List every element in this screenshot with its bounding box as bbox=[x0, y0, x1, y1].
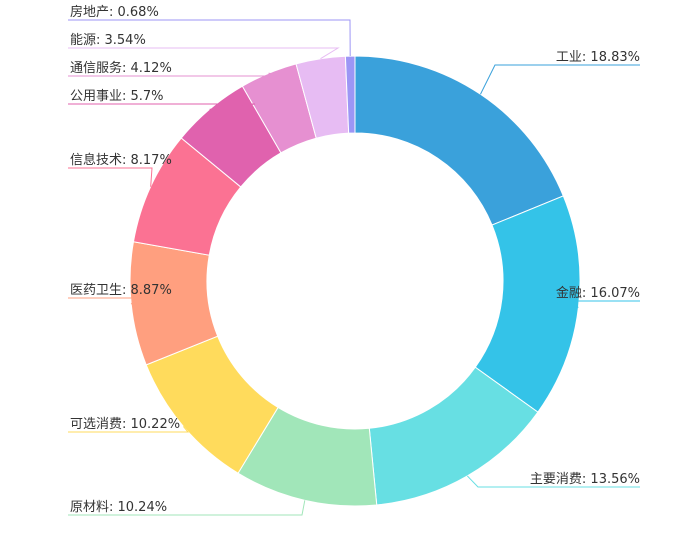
leader-line-9 bbox=[68, 72, 298, 77]
donut-slices bbox=[129, 55, 581, 507]
slice-1[interactable] bbox=[354, 55, 564, 226]
leader-line-11 bbox=[68, 19, 351, 57]
leader-line-1 bbox=[480, 64, 640, 95]
slice-11[interactable] bbox=[344, 55, 356, 134]
leader-line-4 bbox=[68, 500, 306, 516]
slice-label-3: 主要消费: 13.56% bbox=[530, 472, 640, 487]
slice-labels: 工业: 18.83% 金融: 16.07% 主要消费: 13.56% 原材料: 10.… bbox=[70, 4, 640, 515]
slice-label-4: 原材料: 10.24% bbox=[70, 500, 167, 515]
slice-label-6: 医药卫生: 8.87% bbox=[70, 283, 172, 298]
leader-line-7 bbox=[68, 167, 153, 187]
slice-label-5: 可选消费: 10.22% bbox=[70, 417, 180, 432]
leader-lines bbox=[68, 19, 640, 516]
slice-label-7: 信息技术: 8.17% bbox=[70, 152, 172, 168]
slice-label-9: 通信服务: 4.12% bbox=[70, 60, 172, 76]
leader-line-10 bbox=[68, 47, 340, 60]
slice-label-8: 公用事业: 5.7% bbox=[70, 89, 164, 104]
slice-label-1: 工业: 18.83% bbox=[556, 50, 640, 65]
leader-line-8 bbox=[68, 103, 256, 110]
leader-line-3 bbox=[466, 475, 640, 488]
slice-label-2: 金融: 16.07% bbox=[556, 285, 640, 301]
slice-label-10: 能源: 3.54% bbox=[70, 33, 146, 48]
leader-line-2 bbox=[547, 300, 640, 308]
leader-line-5 bbox=[68, 426, 190, 433]
leader-line-6 bbox=[68, 297, 138, 305]
slice-label-11: 房地产: 0.68% bbox=[70, 4, 159, 20]
